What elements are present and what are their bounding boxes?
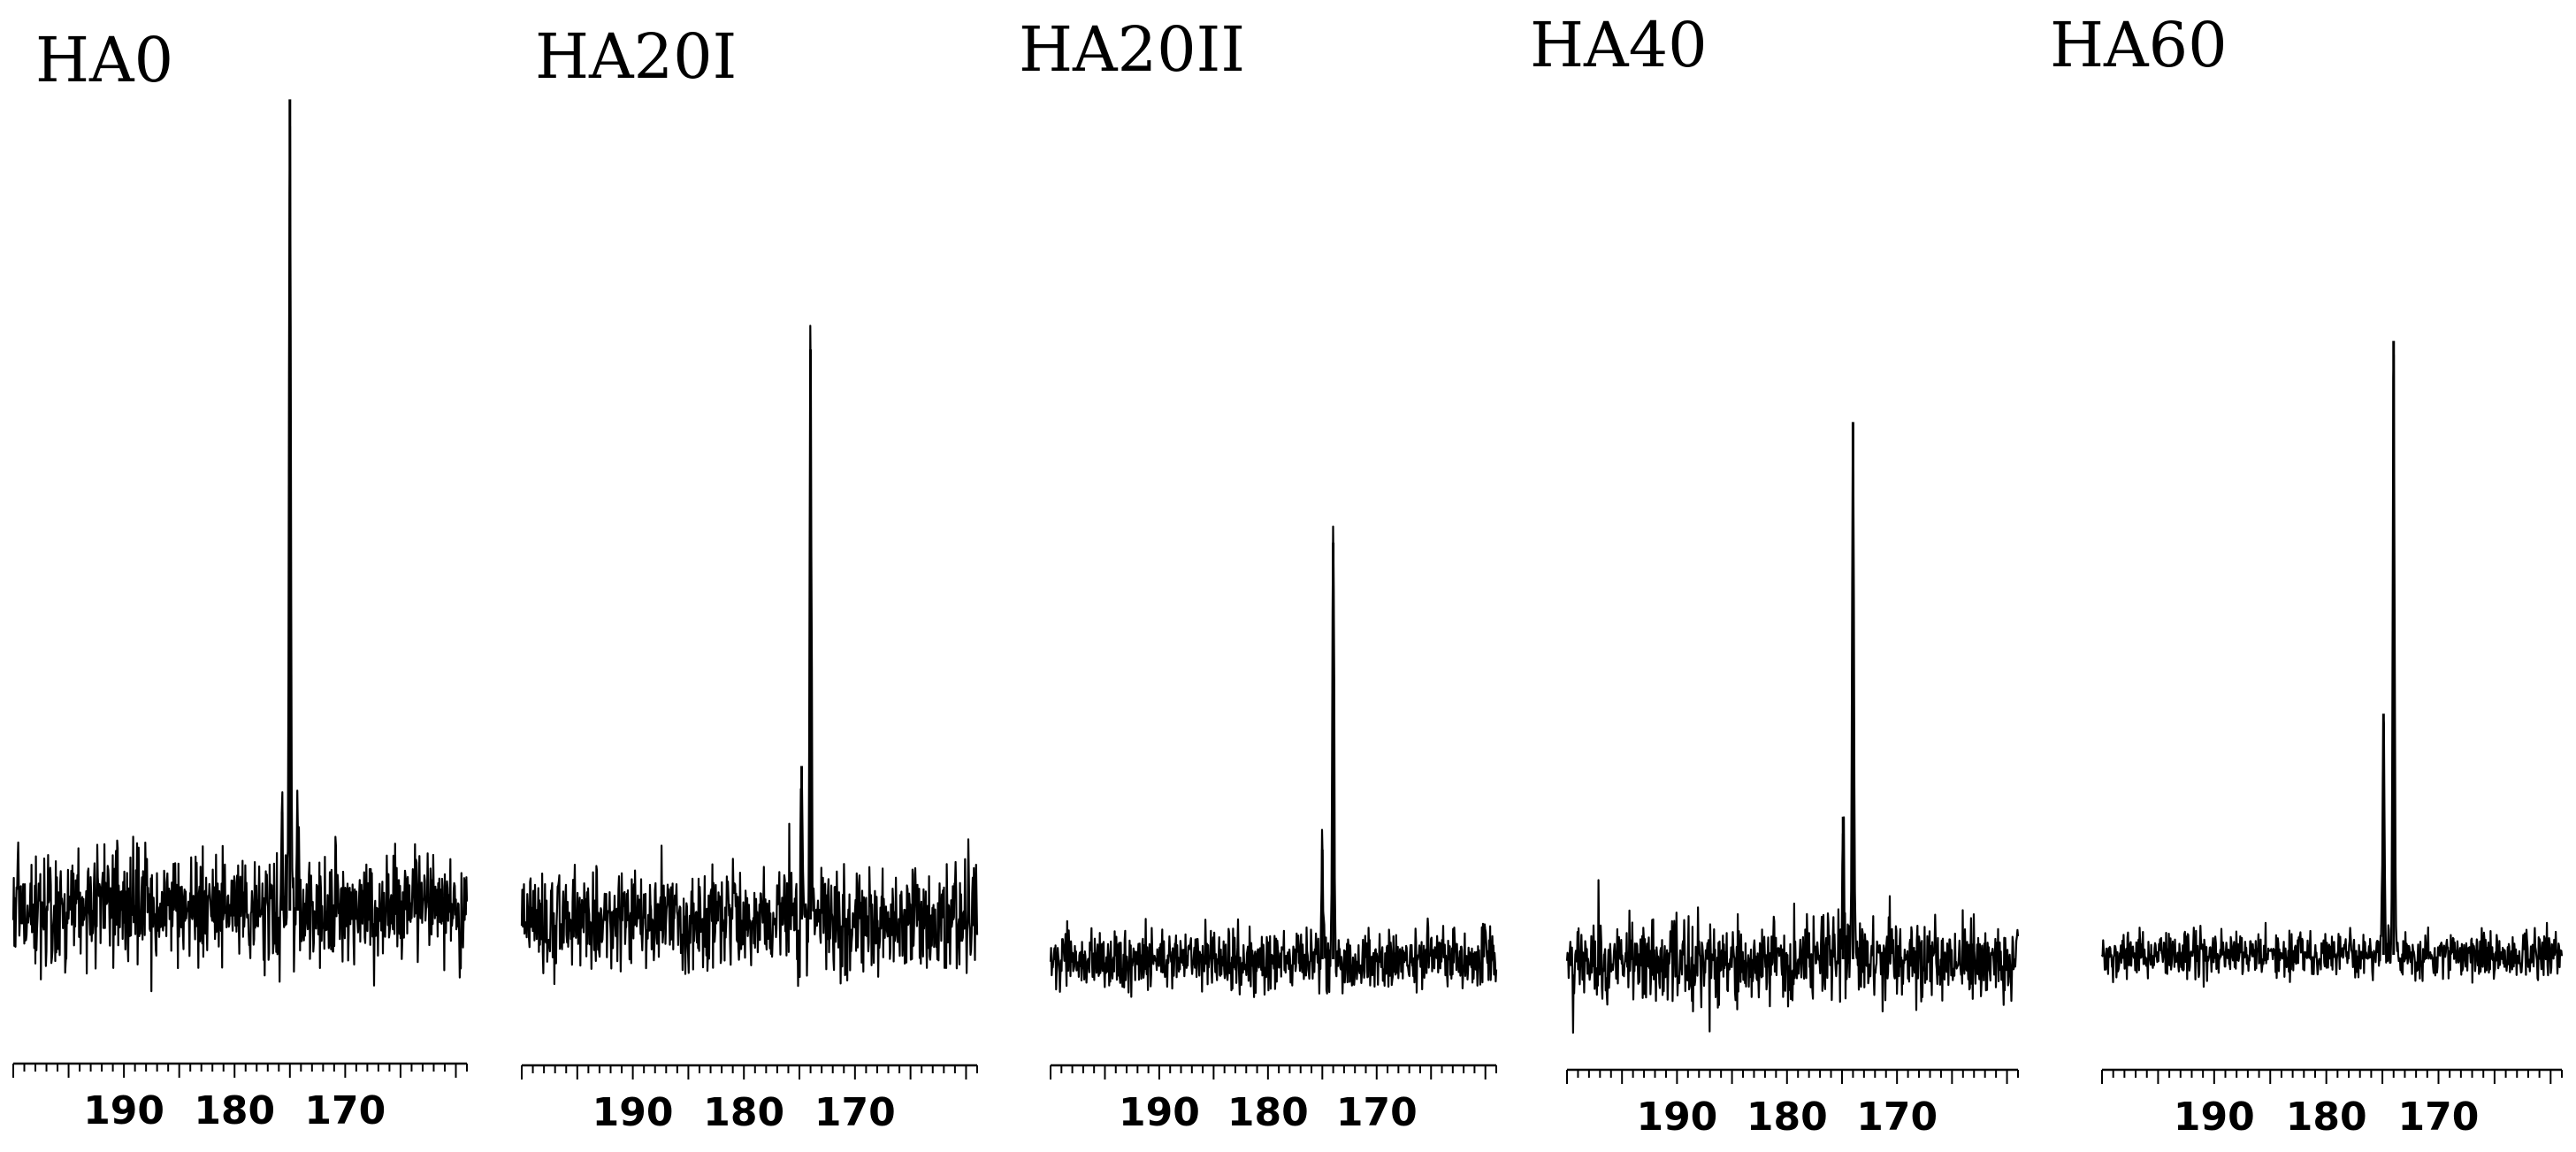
panel-title: HA20II <box>1019 13 1245 86</box>
panel-title: HA40 <box>1530 9 1708 81</box>
x-tick-label: 170 <box>2398 1095 2480 1140</box>
x-tick-label: 180 <box>1747 1095 1828 1140</box>
x-tick-label: 170 <box>1336 1090 1418 1135</box>
x-tick-label: 180 <box>1227 1090 1309 1135</box>
spectrum-trace <box>2100 354 2564 988</box>
spectrum-trace <box>520 324 979 988</box>
x-tick-label: 190 <box>592 1090 674 1135</box>
x-tick-label: 190 <box>83 1088 164 1133</box>
panel-title: HA60 <box>2050 9 2228 81</box>
x-tick-label: 180 <box>703 1090 784 1135</box>
spectrum-panel-2: HA20I 190 180 170 <box>520 20 979 1135</box>
x-tick-label: 180 <box>2286 1095 2367 1140</box>
spectrum-trace <box>1565 462 2020 1034</box>
panel-title: HA20I <box>535 20 737 93</box>
spectrum-panel-4: HA40 190 180 170 <box>1530 9 2020 1140</box>
x-tick-label: 170 <box>304 1088 386 1133</box>
x-tick-label: 170 <box>1856 1095 1938 1140</box>
spectrum-trace <box>1049 525 1498 998</box>
x-tick-label: 190 <box>1636 1095 1717 1140</box>
spectrum-trace <box>11 125 469 993</box>
x-tick-label: 180 <box>194 1088 275 1133</box>
spectrum-panel-1: HA0 190 180 170 <box>11 24 469 1133</box>
spectrum-panel-5: HA60 190 180 170 <box>2050 9 2564 1140</box>
spectrum-panel-3: HA20II 190 180 170 <box>1019 13 1498 1135</box>
x-tick-label: 190 <box>2174 1095 2255 1140</box>
x-tick-label: 190 <box>1119 1090 1200 1135</box>
panel-title: HA0 <box>35 24 173 96</box>
x-tick-label: 170 <box>814 1090 896 1135</box>
